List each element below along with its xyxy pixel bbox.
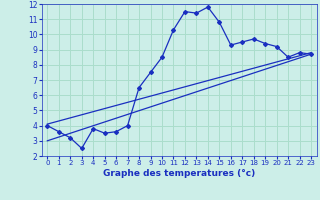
X-axis label: Graphe des temperatures (°c): Graphe des temperatures (°c)	[103, 169, 255, 178]
